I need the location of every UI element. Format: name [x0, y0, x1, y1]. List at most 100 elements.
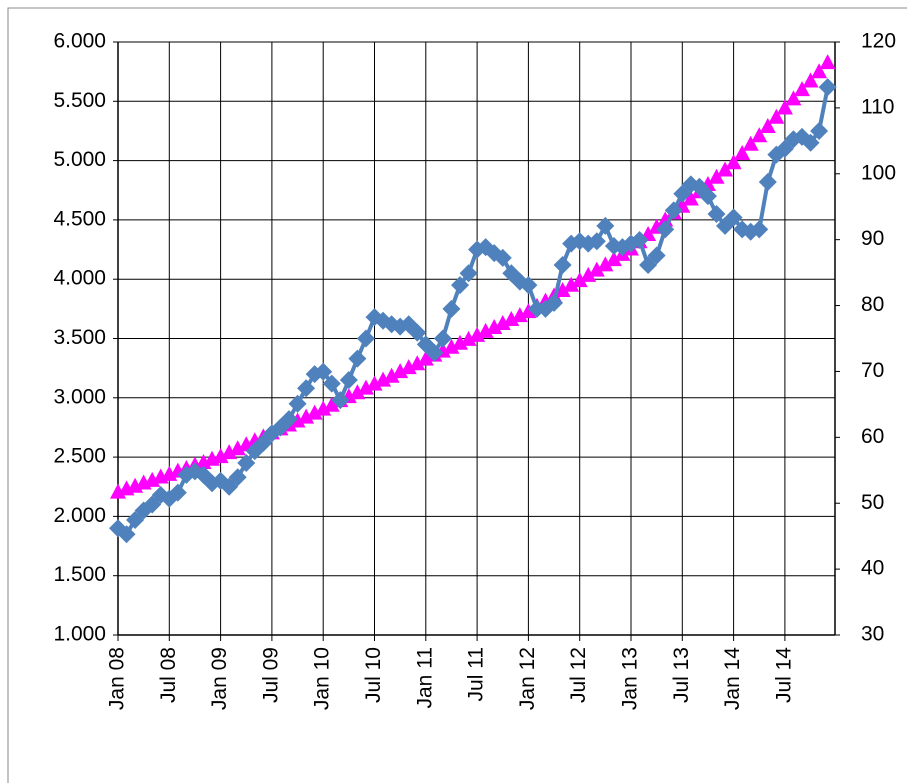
triangle-marker — [597, 256, 614, 272]
triangle-marker — [306, 404, 323, 420]
x-tick-label: Jan 12 — [516, 647, 539, 710]
triangle-marker — [289, 412, 306, 428]
y-tick-label: 5.500 — [53, 89, 106, 112]
diamond-marker — [818, 78, 837, 97]
diamond-marker — [545, 293, 564, 312]
x-tick-label: Jul 11 — [465, 647, 488, 701]
diamond-marker — [339, 371, 358, 390]
triangle-marker — [443, 338, 460, 354]
triangle-marker — [794, 81, 810, 97]
triangle-marker — [477, 322, 494, 338]
diamond-marker — [331, 391, 350, 410]
triangle-marker — [554, 282, 571, 298]
x-tick-label: Jul 14 — [772, 647, 795, 703]
triangle-marker — [682, 190, 699, 206]
x-tick-label: Jul 10 — [362, 647, 385, 703]
diamond-marker — [476, 238, 495, 257]
x-tick-label: Jul 12 — [567, 647, 590, 703]
triangle-marker — [357, 379, 374, 395]
diamond-marker — [647, 246, 666, 265]
y-tick-label: 3.500 — [53, 326, 106, 349]
diamond-marker — [493, 248, 512, 267]
diamond-marker — [348, 349, 367, 368]
diamond-marker — [587, 232, 606, 251]
triangle-marker — [734, 145, 751, 161]
triangle-marker — [819, 54, 836, 70]
diamond-marker — [630, 231, 649, 250]
triangle-marker — [571, 272, 588, 288]
triangle-marker — [588, 261, 605, 277]
diamond-marker — [297, 379, 316, 398]
triangle-marker — [802, 72, 819, 88]
diamond-marker — [519, 276, 538, 295]
diamond-marker — [143, 495, 162, 514]
diamond-marker — [639, 255, 658, 274]
diamond-marker — [237, 454, 256, 473]
diamond-marker — [673, 184, 692, 203]
triangle-marker — [717, 161, 734, 177]
diamond-marker — [656, 220, 675, 239]
diamond-marker — [228, 468, 247, 487]
y2-tick-label: 110 — [861, 95, 894, 118]
diamond-marker — [553, 255, 572, 274]
triangle-marker — [768, 108, 785, 124]
y-tick-label: 1.500 — [53, 563, 106, 586]
diamond-marker — [664, 201, 683, 220]
diamond-marker — [442, 299, 461, 318]
diamond-marker — [280, 410, 298, 429]
y-tick-label: 3.000 — [53, 385, 106, 408]
diamond-marker — [117, 525, 136, 544]
triangle-marker — [580, 266, 597, 282]
diamond-marker — [596, 216, 615, 235]
y2-tick-label: 90 — [861, 227, 884, 250]
triangle-marker — [349, 384, 366, 400]
diamond-marker — [810, 121, 829, 140]
y-tick-label: 4.000 — [53, 267, 106, 290]
diamond-marker — [758, 172, 777, 191]
diamond-marker — [254, 433, 273, 452]
triangle-marker — [785, 90, 802, 106]
triangle-marker — [708, 168, 725, 184]
triangle-marker — [375, 371, 392, 387]
triangle-marker — [409, 355, 426, 371]
triangle-marker — [221, 444, 238, 460]
diamond-marker — [314, 362, 333, 381]
diamond-marker — [126, 510, 145, 529]
y2-tick-label: 100 — [861, 161, 896, 184]
x-tick-label: Jan 09 — [208, 647, 231, 710]
y-tick-label: 2.000 — [53, 504, 106, 527]
triangle-marker — [315, 400, 332, 416]
diamond-marker — [408, 323, 427, 342]
triangle-marker — [511, 307, 528, 323]
triangle-marker — [776, 99, 793, 115]
x-tick-label: Jan 11 — [413, 647, 436, 709]
triangle-marker — [742, 135, 759, 151]
triangle-marker — [563, 276, 580, 292]
triangle-marker — [725, 154, 742, 170]
diamond-marker — [707, 204, 726, 223]
x-tick-label: Jul 09 — [259, 647, 282, 703]
y-tick-label: 4.500 — [53, 207, 106, 230]
y2-tick-label: 70 — [861, 359, 884, 382]
diamond-marker — [459, 264, 478, 283]
diamond-marker — [356, 329, 375, 348]
y2-tick-label: 30 — [861, 623, 884, 646]
triangle-marker — [605, 251, 622, 267]
triangle-marker — [417, 350, 434, 366]
triangle-marker — [503, 311, 520, 327]
diamond-marker — [451, 276, 469, 295]
diamond-marker — [220, 477, 239, 496]
y2-tick-label: 80 — [861, 293, 884, 316]
triangle-marker — [323, 396, 340, 412]
triangle-marker — [383, 367, 400, 383]
y-tick-label: 6.000 — [53, 30, 106, 53]
x-tick-label: Jan 08 — [106, 647, 129, 710]
diamond-marker — [690, 177, 709, 196]
diamond-marker — [168, 483, 187, 502]
y2-tick-label: 40 — [861, 557, 884, 580]
triangle-marker — [452, 334, 468, 350]
triangle-marker — [486, 318, 503, 334]
triangle-marker — [751, 127, 768, 143]
y-tick-label: 1.000 — [53, 623, 106, 646]
